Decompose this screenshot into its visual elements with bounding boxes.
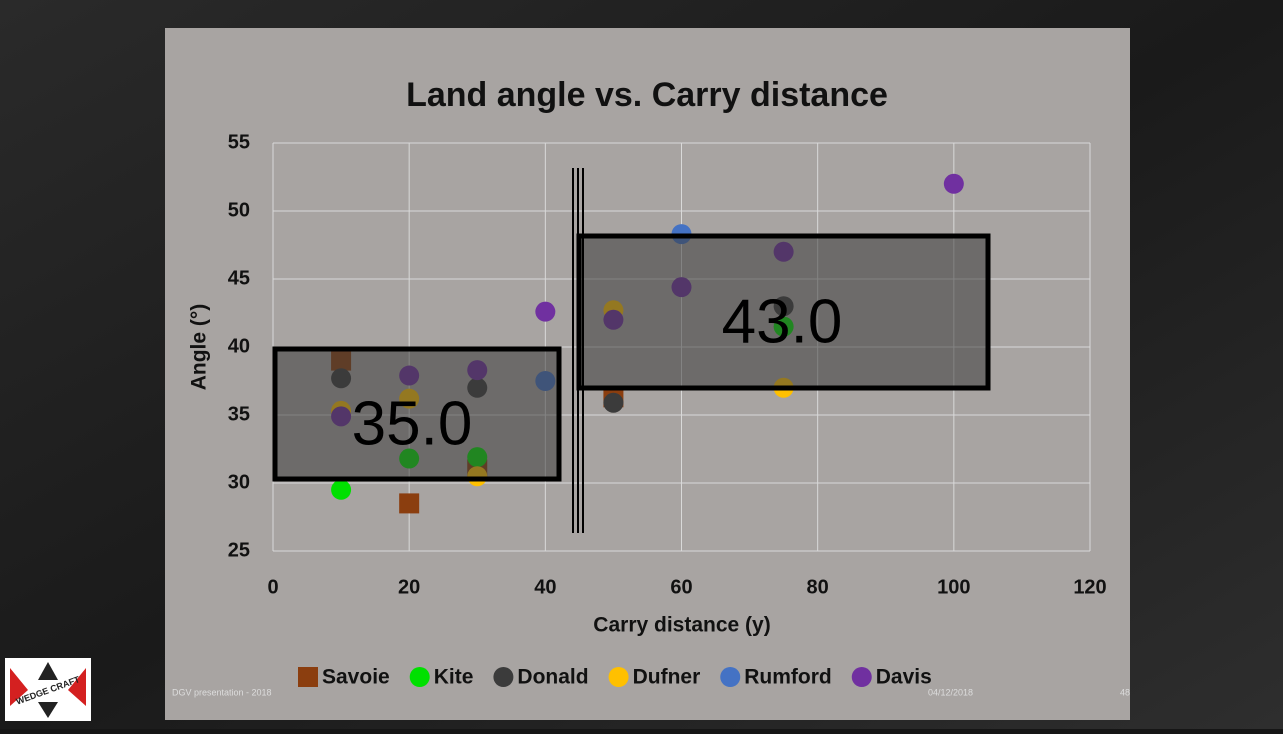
x-axis-title: Carry distance (y)	[593, 614, 770, 637]
y-tick-label: 45	[228, 267, 250, 289]
footer-date: 04/12/2018	[928, 687, 973, 697]
x-tick-label: 80	[807, 576, 829, 598]
x-tick-label: 60	[670, 576, 692, 598]
y-tick-label: 50	[228, 199, 250, 221]
y-tick-label: 55	[228, 131, 250, 153]
legend-label: Donald	[517, 666, 588, 689]
x-tick-label: 100	[937, 576, 970, 598]
annotation: 35.0	[352, 389, 473, 458]
annotation-box	[272, 346, 562, 482]
x-tick-label: 120	[1073, 576, 1106, 598]
marker	[603, 392, 624, 413]
legend-marker	[409, 667, 430, 687]
y-tick-label: 25	[228, 539, 250, 561]
page-number: 48	[1120, 687, 1130, 697]
legend-marker	[851, 667, 872, 687]
marker	[399, 493, 420, 514]
annotation: 43.0	[722, 287, 843, 356]
legend-item: Davis	[851, 666, 932, 689]
legend-marker	[493, 667, 514, 687]
legend-marker	[608, 667, 629, 687]
legend-label: Dufner	[633, 666, 701, 689]
marker	[943, 173, 964, 194]
annotation-box	[576, 233, 991, 391]
footer-text: DGV presentation - 2018	[172, 687, 272, 697]
y-tick-label: 30	[228, 471, 250, 493]
legend-item: Kite	[409, 666, 474, 689]
legend-item: Savoie	[298, 666, 390, 689]
legend-item: Rumford	[720, 666, 832, 689]
y-axis-title: Angle (°)	[188, 304, 211, 391]
marker	[535, 301, 556, 322]
logo: WEDGE CRAFT	[5, 658, 91, 721]
legend-item: Dufner	[608, 666, 701, 689]
marker	[331, 479, 352, 500]
legend-item: Donald	[493, 666, 589, 689]
legend-marker	[298, 667, 318, 687]
y-tick-label: 40	[228, 335, 250, 357]
x-tick-label: 0	[267, 576, 278, 598]
legend-label: Davis	[876, 666, 932, 689]
chart-title: Land angle vs. Carry distance	[406, 76, 888, 114]
divider	[572, 168, 584, 533]
legend: Savoie Kite Donald Dufner Rumford Davis	[298, 666, 932, 689]
legend-marker	[720, 667, 741, 687]
legend-label: Kite	[434, 666, 474, 689]
legend-label: Savoie	[322, 666, 390, 689]
x-tick-label: 40	[534, 576, 556, 598]
x-tick-label: 20	[398, 576, 420, 598]
y-tick-label: 35	[228, 403, 250, 425]
legend-label: Rumford	[744, 666, 832, 689]
